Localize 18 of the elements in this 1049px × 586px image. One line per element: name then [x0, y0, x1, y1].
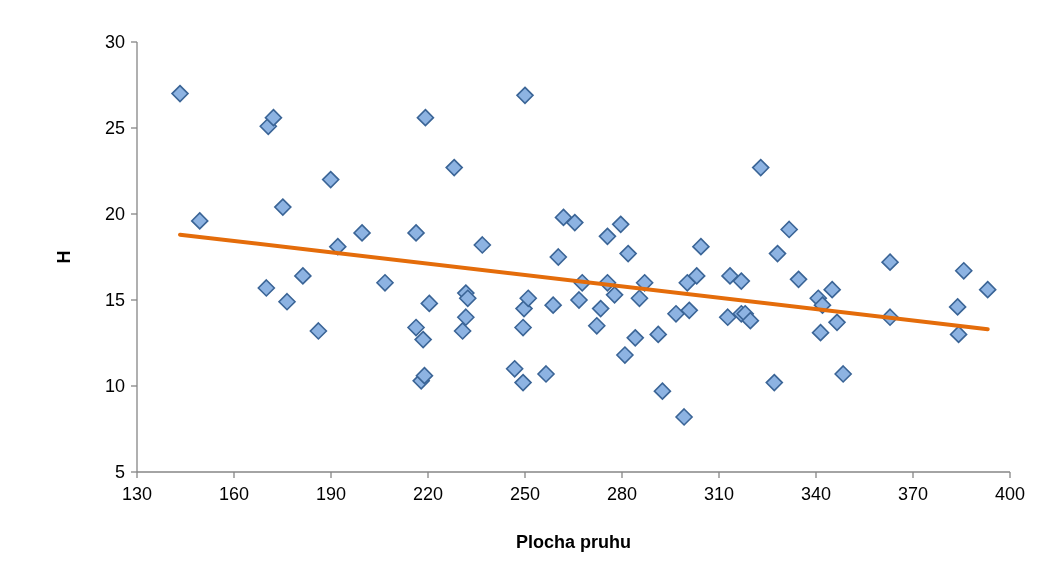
x-tick-label: 400: [994, 484, 1026, 504]
x-tick-label: 250: [509, 484, 541, 504]
y-tick-label: 30: [104, 32, 125, 53]
x-tick-label: 310: [703, 484, 735, 504]
x-axis-title: Plocha pruhu: [515, 532, 632, 552]
y-tick-label: 10: [104, 376, 125, 397]
y-tick-label: 20: [104, 204, 125, 225]
x-tick-label: 130: [121, 484, 153, 504]
x-tick-label: 160: [218, 484, 250, 504]
x-tick-label: 340: [800, 484, 832, 504]
y-tick-label: 5: [114, 462, 125, 483]
x-tick-label: 280: [606, 484, 638, 504]
y-tick-label: 25: [104, 118, 125, 139]
y-tick-label: 15: [104, 290, 125, 311]
x-tick-label: 220: [412, 484, 444, 504]
x-tick-label: 370: [897, 484, 929, 504]
x-tick-label: 190: [315, 484, 347, 504]
y-axis-title: H: [54, 250, 74, 264]
